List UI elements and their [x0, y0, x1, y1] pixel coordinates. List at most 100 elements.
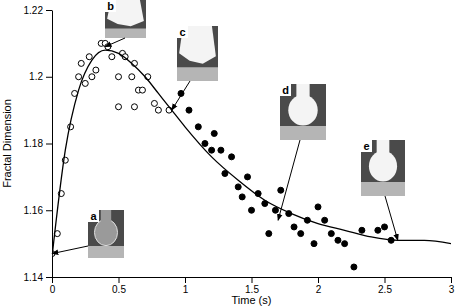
tick: 1	[183, 277, 189, 295]
annotation-arrow	[278, 140, 300, 220]
tick: 0.5	[112, 277, 126, 295]
tick-mark	[46, 144, 52, 145]
tick-label: 0.5	[112, 284, 126, 295]
filled-point	[375, 227, 381, 233]
tick: 1.16	[24, 205, 52, 216]
droplet-neck	[296, 84, 309, 99]
photo-inset: a	[88, 210, 124, 258]
inset-label: b	[107, 0, 114, 12]
open-point	[109, 54, 115, 60]
tick-label: 0	[50, 284, 56, 295]
tick: 3	[449, 277, 455, 295]
tick-mark	[46, 77, 52, 78]
filled-point	[266, 231, 272, 237]
tick-mark	[185, 277, 186, 283]
droplet	[179, 26, 216, 64]
open-point	[93, 67, 99, 73]
inset-label: d	[282, 84, 289, 96]
photo-background	[361, 140, 405, 196]
tick-label: 1.16	[24, 205, 44, 216]
tick-label: 2.5	[378, 284, 392, 295]
label-box	[105, 0, 116, 12]
annotation-arrow	[105, 38, 125, 47]
tick: 0	[50, 277, 56, 295]
photo-background	[177, 26, 218, 81]
tick-mark	[385, 277, 386, 283]
filled-point	[335, 237, 341, 243]
filled-point	[278, 187, 284, 193]
tick-mark	[318, 277, 319, 283]
filled-point	[322, 217, 328, 223]
open-point	[89, 74, 95, 80]
photo-surface	[177, 67, 218, 81]
filled-point	[235, 184, 241, 190]
filled-point	[186, 107, 192, 113]
open-point	[116, 74, 122, 80]
tick-mark	[46, 277, 52, 278]
photo-inset: d	[280, 84, 326, 140]
tick: 1.18	[24, 138, 52, 149]
photo-background	[105, 0, 146, 38]
photo-inset: b	[105, 0, 146, 38]
open-point	[139, 87, 145, 93]
open-point	[82, 80, 88, 86]
tick-label: 2	[316, 284, 322, 295]
photo-background	[88, 210, 124, 258]
tick: 1.22	[24, 5, 52, 16]
tick-mark	[252, 277, 253, 283]
filled-point	[272, 207, 278, 213]
filled-point	[229, 154, 235, 160]
annotation-arrow	[172, 81, 190, 110]
photo-surface	[361, 182, 405, 196]
filled-point	[382, 224, 388, 230]
filled-point	[359, 227, 365, 233]
tick-label: 1.22	[24, 5, 44, 16]
photo-inset: e	[361, 140, 405, 196]
data-area	[52, 40, 451, 270]
open-point	[78, 60, 84, 66]
tick-mark	[46, 210, 52, 211]
tick-label: 1.14	[24, 272, 44, 283]
tick: 1.5	[245, 277, 259, 295]
annotation-arrow	[385, 196, 398, 240]
label-box	[280, 84, 291, 96]
tick: 2	[316, 277, 322, 295]
filled-point	[209, 147, 215, 153]
tick-label: 1	[183, 284, 189, 295]
open-point	[131, 104, 137, 110]
open-point	[155, 107, 161, 113]
annotation-arrow	[52, 246, 88, 254]
photo-surface	[88, 246, 124, 258]
photo-surface	[105, 29, 146, 39]
plot: 0 0.5 1 1.5 2 2.5 3 1.14 1.16 1.18 1.2 1.22	[24, 5, 455, 295]
insets: a b c d e	[52, 0, 405, 258]
filled-point	[195, 124, 201, 130]
filled-point	[245, 174, 251, 180]
filled-point	[328, 231, 334, 237]
droplet	[107, 0, 144, 26]
tick: 2.5	[378, 277, 392, 295]
open-point	[86, 54, 92, 60]
x-axis: 0 0.5 1 1.5 2 2.5 3	[50, 277, 455, 295]
chart: 0 0.5 1 1.5 2 2.5 3 1.14 1.16 1.18 1.2 1.22 Time (s)…	[0, 0, 459, 307]
inset-label: e	[363, 140, 369, 152]
photo-inset: c	[177, 26, 218, 81]
filled-point	[311, 241, 317, 247]
open-point	[151, 100, 157, 106]
filled-point	[291, 224, 297, 230]
y-axis-title: Fractal Dimension	[1, 99, 13, 188]
tick: 1.2	[29, 71, 52, 82]
inset-label: c	[179, 26, 185, 38]
open-point	[116, 104, 122, 110]
x-axis-title: Time (s)	[232, 294, 272, 306]
filled-point	[218, 147, 224, 153]
label-box	[177, 26, 188, 38]
tick: 1.14	[24, 272, 52, 283]
tick-label: 1.2	[29, 71, 43, 82]
filled-point	[249, 207, 255, 213]
tick-label: 3	[449, 284, 455, 295]
droplet	[94, 219, 117, 245]
open-point	[76, 74, 82, 80]
inset-label: a	[90, 210, 97, 222]
filled-point	[211, 130, 217, 136]
